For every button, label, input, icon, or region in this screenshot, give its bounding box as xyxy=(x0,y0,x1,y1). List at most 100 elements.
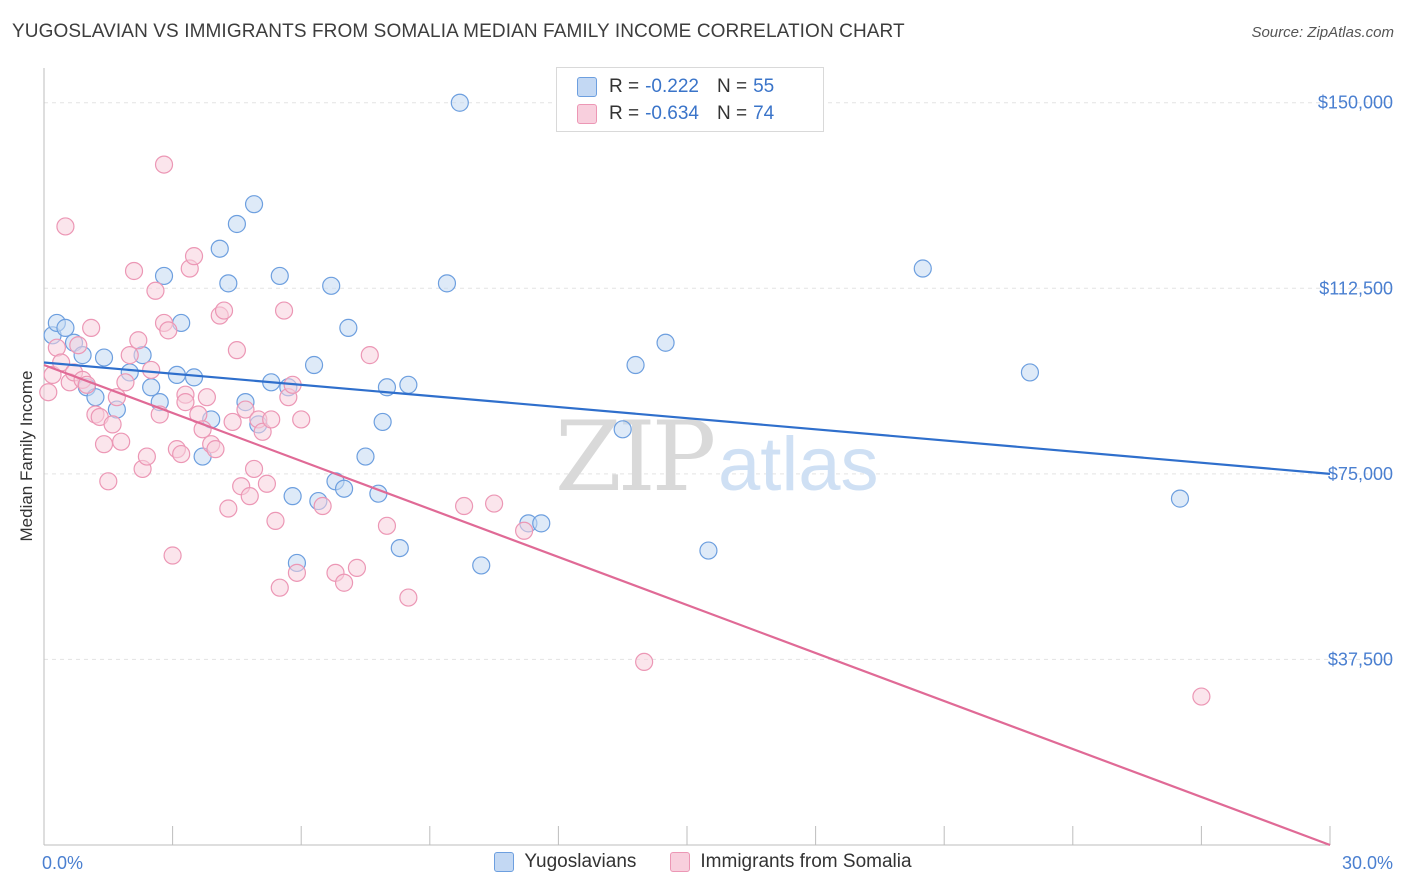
data-point xyxy=(485,494,504,513)
legend-row-yugoslavians: R = -0.222 N = 55 xyxy=(577,74,774,100)
data-point xyxy=(116,373,135,392)
data-point xyxy=(262,410,281,429)
data-point xyxy=(450,93,469,112)
trend-lines xyxy=(43,361,1331,847)
data-point xyxy=(94,435,114,454)
correlation-legend: R = -0.222 N = 55 R = -0.634 N = 74 xyxy=(556,67,824,132)
data-point xyxy=(227,214,246,234)
axes xyxy=(43,68,1331,846)
data-point xyxy=(356,447,375,466)
data-point xyxy=(219,499,238,518)
points-somalia xyxy=(39,155,1211,706)
data-point xyxy=(377,516,397,535)
legend-r-value: -0.634 xyxy=(645,103,699,124)
data-point xyxy=(399,588,418,607)
y-tick-label: $112,500 xyxy=(1319,278,1393,298)
data-point xyxy=(1020,363,1040,382)
data-point xyxy=(270,578,289,597)
data-point xyxy=(163,546,182,565)
legend-row-somalia: R = -0.634 N = 74 xyxy=(577,101,774,127)
legend-item-somalia[interactable]: Immigrants from Somalia xyxy=(670,851,912,873)
legend-label: Immigrants from Somalia xyxy=(700,851,912,872)
legend-swatch-blue xyxy=(577,77,597,97)
scatter-points xyxy=(39,93,1211,706)
data-point xyxy=(240,487,259,506)
data-point xyxy=(210,239,229,258)
data-point xyxy=(146,281,165,300)
data-point xyxy=(172,444,191,464)
legend-n-value: 55 xyxy=(753,76,775,97)
data-point xyxy=(99,472,118,491)
data-point xyxy=(1192,687,1211,706)
data-point xyxy=(69,336,88,355)
data-point xyxy=(334,573,354,592)
data-point xyxy=(360,346,379,365)
data-point xyxy=(1170,489,1190,508)
y-tick-label: $75,000 xyxy=(1328,464,1393,484)
data-point xyxy=(399,375,418,394)
source-credit: Source: ZipAtlas.com xyxy=(1251,24,1394,41)
data-point xyxy=(206,440,225,459)
data-point xyxy=(137,447,156,466)
data-point xyxy=(244,195,264,214)
data-point xyxy=(635,652,654,672)
data-point xyxy=(94,348,114,367)
data-point xyxy=(159,321,178,340)
watermark-zip: ZIP xyxy=(555,401,714,513)
y-tick-label: $150,000 xyxy=(1318,93,1393,113)
data-point xyxy=(184,368,204,387)
y-axis-label: Median Family Income xyxy=(17,370,36,541)
data-point xyxy=(266,511,285,530)
data-point xyxy=(176,393,195,412)
data-point xyxy=(515,521,534,540)
data-point xyxy=(142,378,161,397)
x-tick-label-start: 0.0% xyxy=(42,853,83,873)
legend-r-label: R = xyxy=(609,76,640,97)
data-point xyxy=(39,383,58,402)
x-tick-label-end: 30.0% xyxy=(1342,853,1393,873)
data-point xyxy=(82,318,101,337)
data-point xyxy=(347,558,367,577)
legend-r-value: -0.222 xyxy=(645,76,699,97)
data-point xyxy=(244,459,264,479)
data-point xyxy=(56,217,75,236)
y-tick-labels: $37,500 $75,000 $112,500 $150,000 xyxy=(1318,93,1393,670)
data-point xyxy=(124,261,144,281)
data-point xyxy=(437,274,457,293)
data-point xyxy=(197,388,216,407)
data-point xyxy=(154,266,174,286)
data-point xyxy=(322,276,341,295)
series-legend: Yugoslavians Immigrants from Somalia xyxy=(0,851,1406,873)
data-point xyxy=(214,301,234,320)
data-point xyxy=(236,400,255,419)
data-point xyxy=(532,514,551,533)
data-point xyxy=(287,563,307,582)
legend-label: Yugoslavians xyxy=(524,851,637,872)
watermark: ZIP atlas xyxy=(555,401,879,513)
data-point xyxy=(112,432,131,451)
legend-swatch-blue xyxy=(494,852,515,872)
data-point xyxy=(257,474,277,493)
data-point xyxy=(373,412,392,432)
data-point xyxy=(339,318,358,337)
data-point xyxy=(227,341,246,360)
data-point xyxy=(699,541,718,560)
data-point xyxy=(913,259,932,278)
data-point xyxy=(270,266,289,286)
data-point xyxy=(656,333,675,352)
data-point xyxy=(219,274,238,293)
legend-n-label: N = xyxy=(716,103,748,124)
data-point xyxy=(472,556,491,575)
legend-item-yugoslavians[interactable]: Yugoslavians xyxy=(494,851,636,873)
x-tick-labels: 0.0% 30.0% xyxy=(42,853,1393,873)
data-point xyxy=(103,415,122,434)
data-point xyxy=(120,346,139,365)
y-tick-label: $37,500 xyxy=(1328,649,1393,669)
data-point xyxy=(626,355,645,375)
legend-r-label: R = xyxy=(609,103,640,124)
data-point xyxy=(129,331,148,350)
data-point xyxy=(283,487,302,506)
data-point xyxy=(154,155,174,174)
data-point xyxy=(390,538,409,558)
